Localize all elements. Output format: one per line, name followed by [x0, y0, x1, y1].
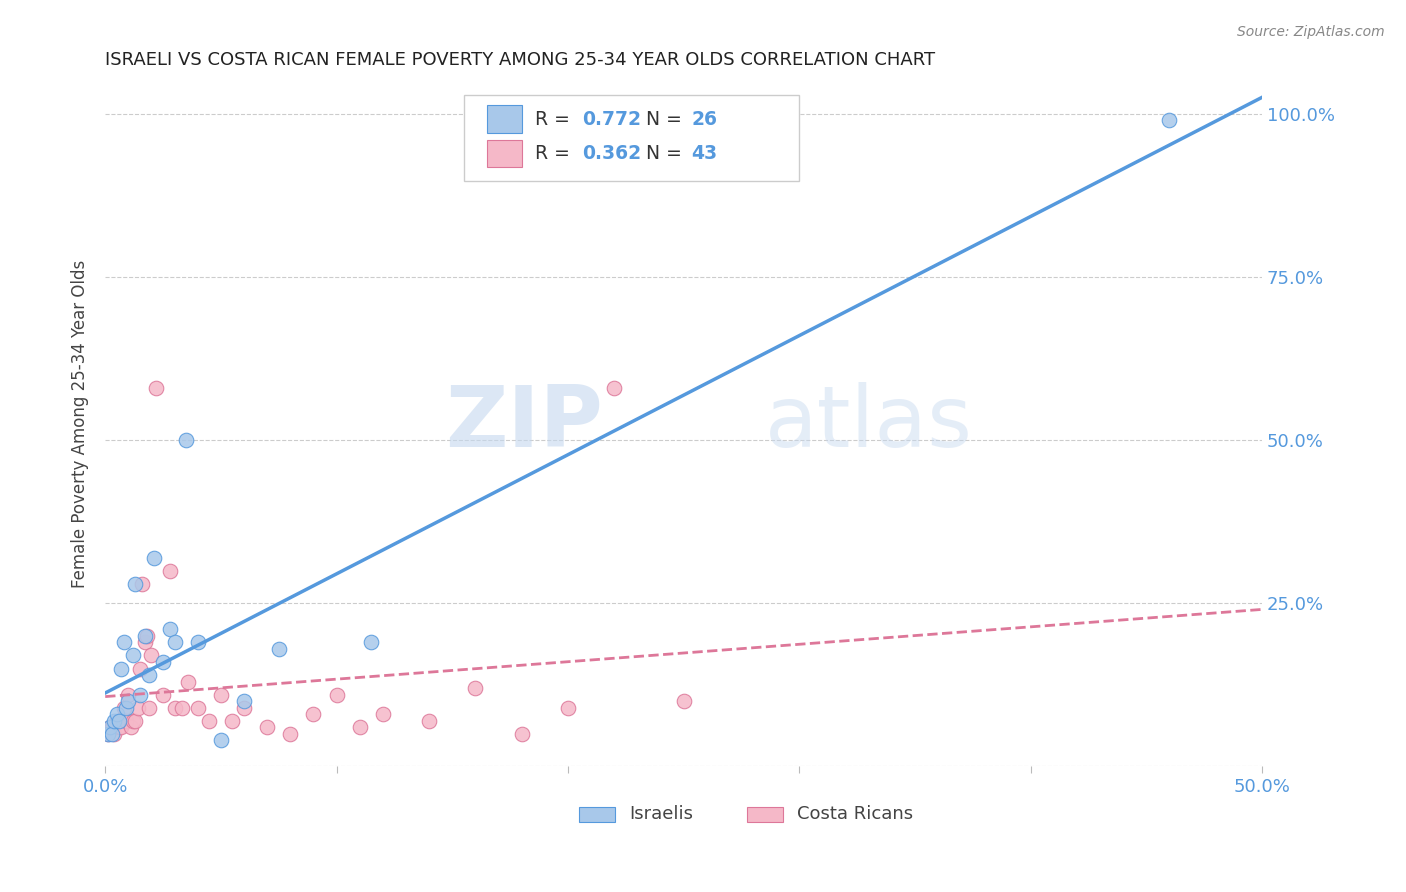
Point — [138, 668, 160, 682]
Point — [418, 714, 440, 728]
Text: 0.772: 0.772 — [582, 110, 641, 128]
Point — [117, 694, 139, 708]
Y-axis label: Female Poverty Among 25-34 Year Olds: Female Poverty Among 25-34 Year Olds — [72, 260, 89, 588]
Point — [187, 700, 209, 714]
Point — [278, 727, 301, 741]
Point — [145, 381, 167, 395]
Point — [110, 661, 132, 675]
Point — [371, 707, 394, 722]
Point — [198, 714, 221, 728]
Point — [672, 694, 695, 708]
FancyBboxPatch shape — [464, 95, 799, 181]
Point — [120, 720, 142, 734]
Point — [134, 629, 156, 643]
Text: ISRAELI VS COSTA RICAN FEMALE POVERTY AMONG 25-34 YEAR OLDS CORRELATION CHART: ISRAELI VS COSTA RICAN FEMALE POVERTY AM… — [105, 51, 935, 69]
Point — [233, 700, 256, 714]
Point — [209, 733, 232, 747]
FancyBboxPatch shape — [486, 139, 522, 167]
Point — [464, 681, 486, 695]
Point — [131, 576, 153, 591]
Point — [112, 635, 135, 649]
Text: N =: N = — [634, 110, 688, 128]
Point — [110, 720, 132, 734]
Point — [177, 674, 200, 689]
Point — [103, 727, 125, 741]
Point — [105, 707, 128, 722]
Point — [141, 648, 163, 663]
Point — [360, 635, 382, 649]
Point — [124, 576, 146, 591]
Point — [101, 727, 124, 741]
Point — [221, 714, 243, 728]
Text: Source: ZipAtlas.com: Source: ZipAtlas.com — [1237, 25, 1385, 39]
Text: R =: R = — [536, 110, 576, 128]
FancyBboxPatch shape — [579, 807, 614, 822]
Point — [129, 688, 152, 702]
Point — [142, 550, 165, 565]
Point — [174, 433, 197, 447]
FancyBboxPatch shape — [747, 807, 783, 822]
Point — [108, 714, 131, 728]
Point — [115, 700, 138, 714]
Point — [98, 720, 121, 734]
Point — [557, 700, 579, 714]
Point — [163, 700, 186, 714]
Point — [129, 661, 152, 675]
Point — [101, 720, 124, 734]
Text: atlas: atlas — [765, 383, 973, 466]
Point — [117, 688, 139, 702]
Point — [127, 700, 149, 714]
Point — [152, 655, 174, 669]
Point — [209, 688, 232, 702]
FancyBboxPatch shape — [486, 105, 522, 133]
Point — [122, 648, 145, 663]
Point — [122, 714, 145, 728]
Point — [98, 720, 121, 734]
Text: N =: N = — [634, 144, 688, 162]
Point — [510, 727, 533, 741]
Point — [1159, 113, 1181, 128]
Point — [124, 714, 146, 728]
Text: Costa Ricans: Costa Ricans — [797, 805, 912, 823]
Point — [233, 694, 256, 708]
Text: 43: 43 — [692, 144, 718, 162]
Point — [108, 720, 131, 734]
Point — [103, 714, 125, 728]
Point — [159, 564, 181, 578]
Point — [138, 700, 160, 714]
Text: R =: R = — [536, 144, 576, 162]
Text: 0.362: 0.362 — [582, 144, 641, 162]
Text: ZIP: ZIP — [444, 383, 603, 466]
Point — [267, 642, 290, 657]
Point — [112, 700, 135, 714]
Point — [325, 688, 347, 702]
Point — [187, 635, 209, 649]
Point — [170, 700, 193, 714]
Text: 26: 26 — [692, 110, 717, 128]
Point — [302, 707, 325, 722]
Point — [603, 381, 626, 395]
Point — [256, 720, 278, 734]
Point — [96, 727, 118, 741]
Point — [115, 714, 138, 728]
Point — [135, 629, 157, 643]
Point — [96, 727, 118, 741]
Text: Israelis: Israelis — [628, 805, 693, 823]
Point — [349, 720, 371, 734]
Point — [105, 714, 128, 728]
Point — [134, 635, 156, 649]
Point — [163, 635, 186, 649]
Point — [152, 688, 174, 702]
Point — [159, 623, 181, 637]
